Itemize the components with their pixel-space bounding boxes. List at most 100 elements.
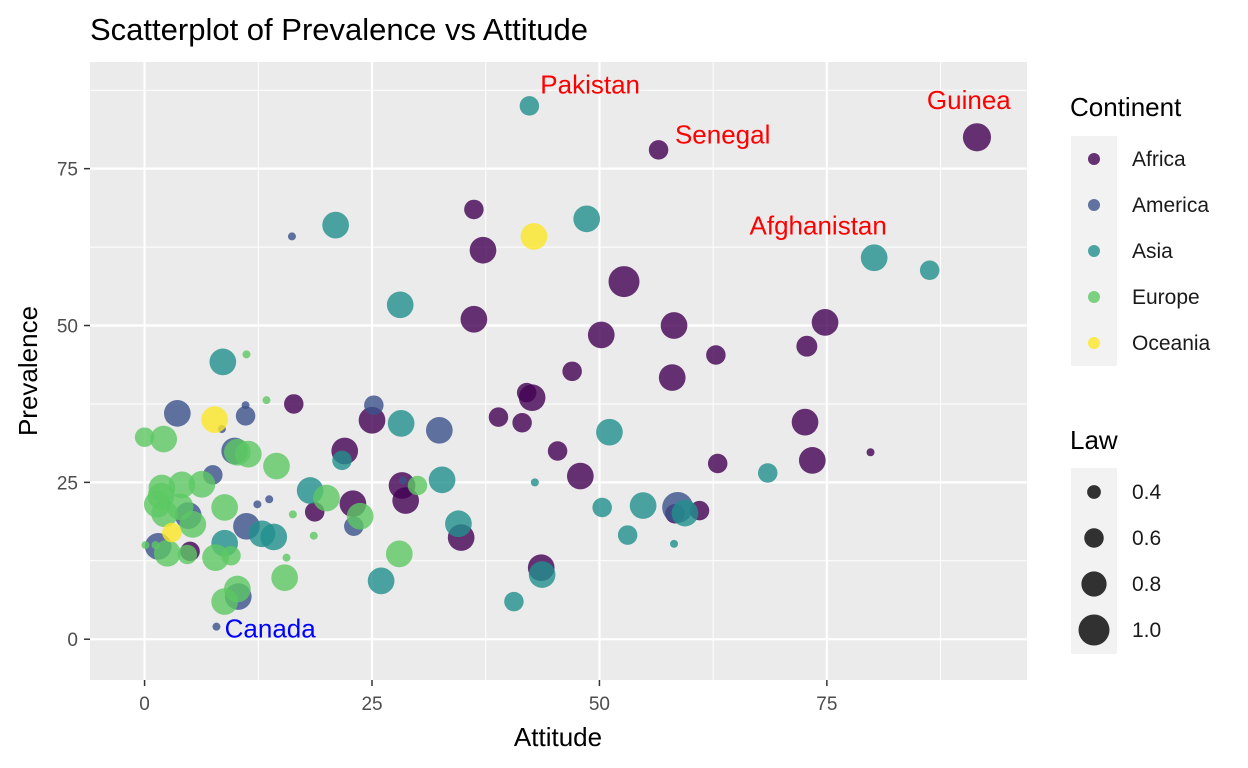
data-point-europe [346, 502, 374, 530]
data-point-europe [168, 471, 196, 499]
data-point-asia [860, 244, 888, 272]
data-point-africa [962, 123, 992, 152]
data-point-africa [512, 413, 532, 433]
data-point-europe [263, 452, 290, 480]
data-point-oceania [520, 223, 548, 250]
data-point-asia [367, 567, 395, 595]
data-point-asia [519, 96, 540, 116]
data-point-africa [562, 361, 582, 382]
annotation-label: Canada [225, 613, 317, 643]
data-point-oceania [201, 406, 228, 433]
legend-label-africa: Africa [1132, 148, 1186, 171]
data-point-africa [518, 384, 546, 412]
data-point-africa [707, 453, 728, 474]
data-point-asia [209, 348, 237, 376]
data-point-europe [288, 510, 297, 519]
x-tick-label: 0 [139, 694, 150, 715]
data-point-europe [179, 511, 207, 538]
data-point-asia [919, 260, 940, 281]
data-point-asia [428, 466, 456, 494]
legend-key-asia [1088, 245, 1100, 257]
legend-size-label: 0.4 [1132, 481, 1162, 504]
data-point-asia [596, 418, 623, 446]
data-point-africa [706, 345, 726, 365]
legend-key-oceania [1088, 337, 1100, 349]
data-point-africa [608, 266, 640, 298]
legend-law-title: Law [1070, 425, 1118, 455]
legend-label-europe: Europe [1132, 286, 1200, 309]
data-point-asia [671, 499, 699, 527]
data-point-asia [260, 523, 288, 551]
legend-key-america [1088, 199, 1100, 211]
data-point-asia [386, 291, 414, 319]
data-point-europe [234, 440, 262, 468]
y-tick-label: 0 [67, 630, 78, 651]
data-point-europe [262, 396, 271, 405]
data-point-europe [153, 539, 181, 567]
annotation-label: Afghanistan [750, 211, 887, 241]
annotation-label: Senegal [675, 120, 770, 150]
data-point-america [265, 495, 274, 504]
y-axis: 0 25 50 75 [57, 160, 90, 651]
data-point-europe [242, 350, 251, 359]
legend-size-label: 1.0 [1132, 619, 1161, 642]
legend-key-africa [1088, 153, 1100, 165]
legend-continent: Africa America Asia Europe Oceania [1071, 136, 1211, 366]
data-point-europe [188, 470, 216, 498]
annotation-label: Guinea [927, 85, 1011, 115]
legend-key-europe [1088, 291, 1100, 303]
data-point-america [253, 500, 262, 509]
data-point-europe [282, 553, 291, 562]
data-point-europe [313, 484, 340, 512]
data-point-america [235, 406, 256, 426]
y-axis-label: Prevalence [13, 306, 43, 436]
legend-size-label: 0.6 [1132, 527, 1161, 550]
data-point-america [425, 416, 453, 444]
data-point-africa [791, 408, 819, 436]
data-point-africa [566, 462, 594, 490]
legend-size-key [1084, 528, 1104, 548]
data-point-asia [528, 561, 556, 588]
data-point-africa [660, 312, 688, 339]
data-point-africa [866, 448, 875, 457]
data-point-africa [796, 335, 818, 357]
legend-size-key [1078, 614, 1110, 646]
data-point-europe [150, 425, 178, 453]
data-point-asia [504, 591, 524, 612]
data-point-europe [211, 494, 238, 521]
legend-label-america: America [1132, 194, 1209, 217]
data-point-europe [134, 427, 155, 447]
data-point-europe [151, 500, 178, 528]
data-point-africa [798, 447, 826, 474]
data-point-africa [658, 364, 686, 391]
data-point-europe [309, 531, 318, 540]
data-point-africa [488, 407, 509, 427]
data-point-africa [392, 487, 420, 514]
data-point-asia [592, 497, 612, 518]
data-point-europe [385, 540, 413, 568]
data-point-america [163, 400, 191, 427]
legend-size-key [1081, 571, 1107, 597]
y-tick-label: 75 [57, 160, 78, 181]
data-point-africa [587, 321, 615, 349]
data-point-africa [284, 394, 304, 414]
legend-label-oceania: Oceania [1132, 332, 1211, 355]
legend-size-label: 0.8 [1132, 573, 1161, 596]
data-point-oceania [162, 522, 182, 543]
chart-title: Scatterplot of Prevalence vs Attitude [90, 12, 588, 47]
data-point-europe [211, 588, 238, 615]
x-tick-label: 75 [816, 694, 837, 715]
data-point-asia [332, 450, 352, 471]
data-point-asia [629, 492, 657, 519]
data-point-america [364, 395, 384, 415]
legend-size-key [1087, 485, 1101, 499]
data-point-africa [648, 140, 669, 160]
data-point-asia [617, 525, 638, 545]
data-point-europe [202, 544, 229, 571]
data-point-asia [573, 205, 601, 233]
data-point-europe [407, 475, 428, 496]
plot-panel [90, 62, 1027, 680]
data-point-africa [811, 309, 839, 336]
data-point-asia [757, 463, 778, 483]
